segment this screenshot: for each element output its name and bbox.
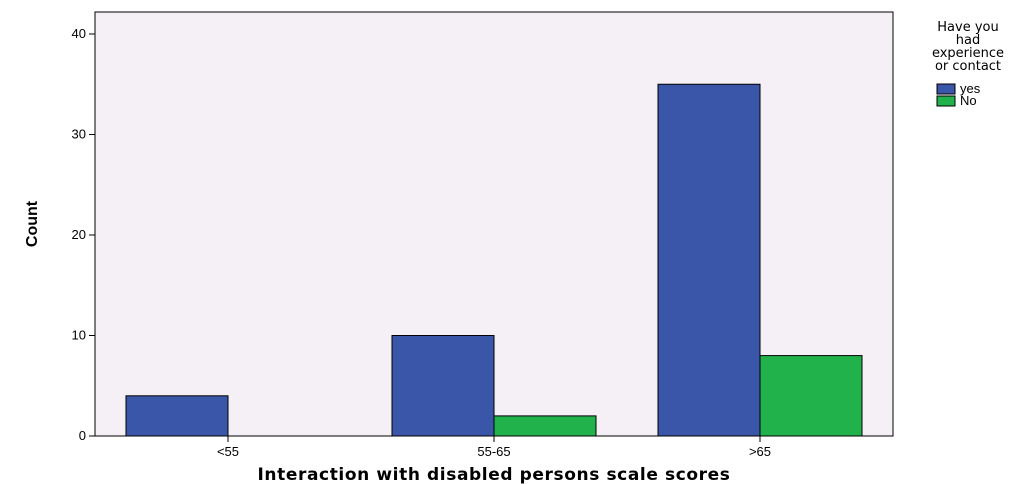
bar-no-1	[493, 415, 597, 437]
x-tick-label: <55	[217, 444, 239, 459]
bar-yes-1	[391, 335, 495, 437]
x-axis: <55 55-65 >65	[217, 436, 771, 459]
legend-label-yes: yes	[960, 81, 981, 96]
legend-title-line: or contact	[935, 59, 1001, 74]
legend-label-no: No	[960, 93, 977, 108]
bar-yes-2	[657, 83, 761, 437]
x-tick-label: 55-65	[477, 444, 510, 459]
bars	[125, 83, 863, 437]
y-axis-title: Count	[24, 200, 41, 247]
legend-title-line: had	[956, 33, 980, 48]
x-axis-title: Interaction with disabled persons scale …	[257, 465, 730, 484]
y-tick-label: 30	[72, 127, 86, 142]
bar-yes-0	[125, 395, 229, 437]
y-tick-label: 20	[72, 227, 86, 242]
legend-swatch-yes	[936, 83, 956, 95]
x-tick-label: >65	[749, 444, 771, 459]
y-tick-label: 0	[79, 428, 86, 443]
bar-no-2	[759, 355, 863, 437]
y-axis: 0 10 20 30 40	[72, 26, 95, 443]
legend-title-line: Have you	[937, 20, 998, 35]
y-tick-label: 40	[72, 26, 86, 41]
y-tick-label: 10	[72, 328, 86, 343]
legend-title-line: experience	[932, 46, 1004, 61]
legend-swatch-no	[936, 95, 956, 107]
